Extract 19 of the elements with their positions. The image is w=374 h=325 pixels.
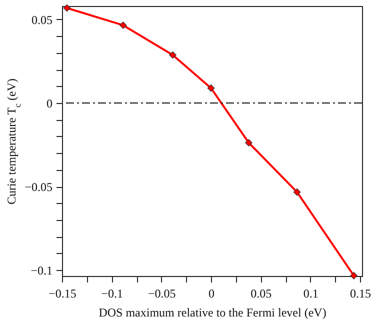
x-axis-title: DOS maximum relative to the Fermi level (eV) (98, 306, 326, 320)
point (245, 139, 252, 146)
point (63, 4, 71, 12)
x-tick-label: 0 (208, 286, 215, 300)
point (207, 84, 215, 92)
y-tick-label: 0.05 (32, 12, 52, 27)
x-tick-label: −0.05 (148, 286, 176, 300)
y-tick-label: 0 (46, 96, 52, 110)
y-tick-label: −0.05 (24, 180, 52, 194)
point (119, 22, 127, 29)
x-tick-label: 0.05 (250, 286, 272, 300)
x-tick-label: −0.1 (101, 286, 124, 300)
point (350, 272, 358, 280)
point (169, 51, 176, 59)
x-tick-label: −0.15 (48, 286, 76, 300)
x-tick-label: 0.1 (303, 286, 318, 300)
point (293, 188, 301, 196)
y-tick-label: −0.1 (30, 264, 52, 278)
x-tick-label: 0.15 (350, 286, 372, 300)
